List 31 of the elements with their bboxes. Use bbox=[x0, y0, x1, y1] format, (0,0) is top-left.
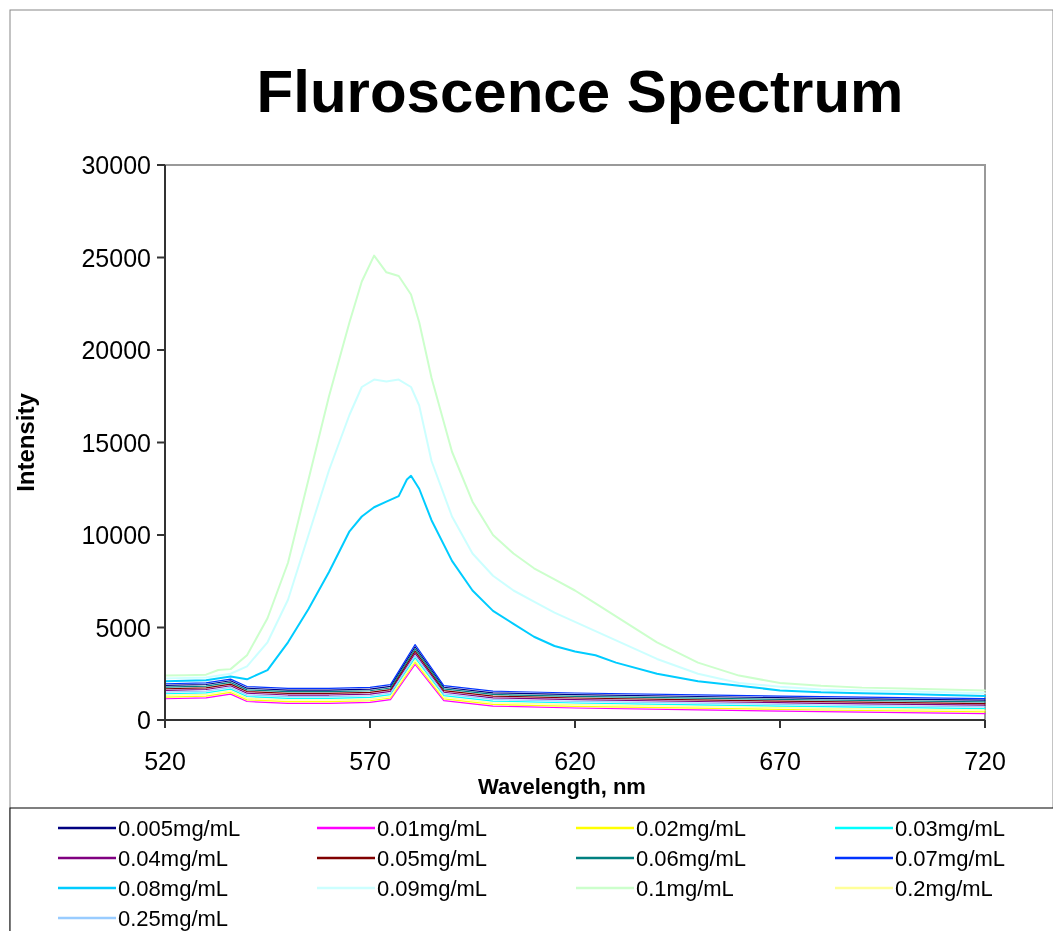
legend-label: 0.05mg/mL bbox=[377, 846, 488, 871]
line-series bbox=[164, 474, 986, 697]
legend-label: 0.07mg/mL bbox=[895, 846, 1006, 871]
y-axis-title: Intensity bbox=[12, 392, 39, 492]
chart-title: Fluroscence Spectrum bbox=[256, 58, 904, 125]
y-tick-label: 5000 bbox=[95, 613, 151, 642]
legend-label: 0.09mg/mL bbox=[377, 876, 488, 901]
y-tick-label: 30000 bbox=[81, 151, 151, 179]
legend-label: 0.25mg/mL bbox=[118, 906, 229, 931]
x-tick-label: 570 bbox=[349, 747, 391, 775]
legend-label: 0.03mg/mL bbox=[895, 816, 1006, 841]
x-tick-label: 720 bbox=[964, 747, 1006, 775]
y-tick-label: 15000 bbox=[81, 428, 151, 457]
legend-label: 0.06mg/mL bbox=[636, 846, 747, 871]
y-tick-label: 25000 bbox=[81, 243, 151, 272]
legend-label: 0.08mg/mL bbox=[118, 876, 229, 901]
legend-label: 0.005mg/mL bbox=[118, 816, 241, 841]
x-tick-label: 670 bbox=[759, 747, 801, 775]
y-tick-label: 0 bbox=[137, 706, 151, 734]
legend-label: 0.1mg/mL bbox=[636, 876, 734, 901]
x-tick-label: 520 bbox=[144, 747, 186, 775]
line-series bbox=[164, 254, 986, 692]
y-tick-label: 20000 bbox=[81, 336, 151, 364]
legend-label: 0.02mg/mL bbox=[636, 816, 747, 841]
legend-label: 0.04mg/mL bbox=[118, 846, 229, 871]
y-tick-label: 10000 bbox=[81, 521, 151, 549]
legend-label: 0.2mg/mL bbox=[895, 876, 993, 901]
line-series bbox=[164, 378, 986, 695]
legend-label: 0.01mg/mL bbox=[377, 816, 488, 841]
x-tick-label: 620 bbox=[554, 747, 596, 775]
x-axis-title: Wavelength, nm bbox=[478, 774, 646, 799]
